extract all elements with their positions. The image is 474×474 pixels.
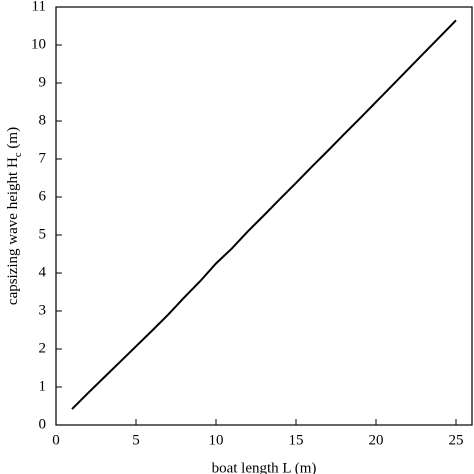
y-tick-label: 2: [39, 340, 47, 356]
y-tick-label: 5: [39, 226, 47, 242]
y-axis-label-text: capsizing wave height H: [5, 157, 21, 305]
y-tick-label: 0: [39, 416, 47, 432]
x-tick-label: 0: [52, 432, 60, 448]
y-tick-label: 4: [39, 264, 47, 280]
y-tick-label: 10: [31, 36, 46, 52]
y-axis-label-sub: c: [12, 152, 24, 157]
y-axis-label-unit: (m): [5, 127, 21, 152]
y-tick-label: 8: [39, 112, 47, 128]
x-tick-label: 15: [289, 432, 304, 448]
x-axis-label: boat length L (m): [212, 460, 317, 474]
y-tick-label: 3: [39, 302, 47, 318]
x-tick-label: 5: [132, 432, 140, 448]
plot-frame: [55, 6, 473, 426]
x-tick-label: 10: [209, 432, 224, 448]
y-tick-label: 6: [39, 188, 47, 204]
line: [71, 19, 457, 410]
y-tick-label: 1: [39, 378, 47, 394]
y-tick-label: 7: [39, 150, 47, 166]
y-tick-label: 9: [39, 74, 47, 90]
x-tick-label: 20: [369, 432, 384, 448]
y-tick-label: 11: [32, 0, 46, 14]
y-axis-label: capsizing wave height Hc (m): [5, 127, 23, 305]
x-tick-label: 25: [449, 432, 464, 448]
